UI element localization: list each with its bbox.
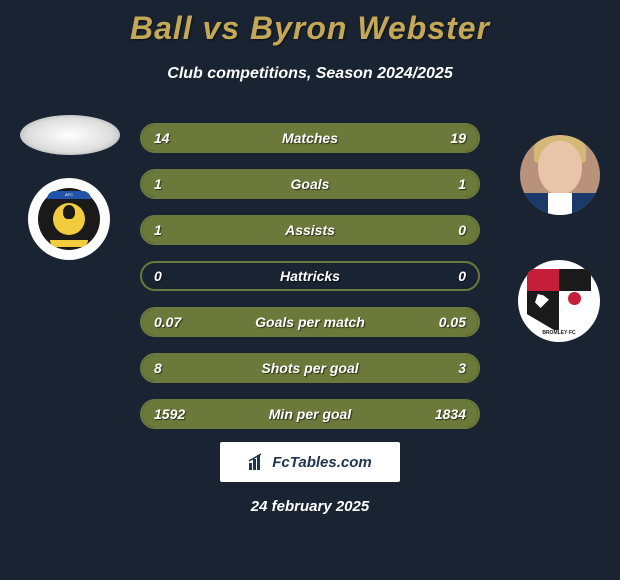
stat-value-left: 1592 [154, 406, 185, 422]
badge-right-text: BROMLEY·FC [540, 330, 577, 336]
footer-brand-text: FcTables.com [272, 454, 371, 471]
stat-row: 0.07 0.05 Goals per match [140, 307, 480, 337]
stat-row: 14 19 Matches [140, 123, 480, 153]
stat-label: Hattricks [280, 268, 340, 284]
stat-label: Min per goal [269, 406, 351, 422]
stat-row: 1592 1834 Min per goal [140, 399, 480, 429]
stat-value-right: 0 [458, 268, 466, 284]
player-photo-left [20, 115, 120, 155]
stat-value-right: 0 [458, 222, 466, 238]
chart-icon [248, 453, 268, 471]
stat-value-left: 1 [154, 176, 162, 192]
stat-label: Assists [285, 222, 335, 238]
stat-row: 0 0 Hattricks [140, 261, 480, 291]
stat-value-right: 0.05 [439, 314, 466, 330]
club-badge-left: AFC [28, 178, 110, 260]
stat-value-left: 1 [154, 222, 162, 238]
stat-value-left: 0.07 [154, 314, 181, 330]
stat-label: Goals [291, 176, 330, 192]
stat-value-left: 0 [154, 268, 162, 284]
stat-row: 1 1 Goals [140, 169, 480, 199]
stats-table: 14 19 Matches 1 1 Goals 1 0 Assists 0 0 Hattricks 0.… [140, 123, 480, 445]
stat-fill-right [310, 171, 478, 197]
badge-left-top-text: AFC [47, 191, 90, 199]
player-photo-right [520, 135, 600, 215]
stat-value-right: 3 [458, 360, 466, 376]
stat-value-right: 1 [458, 176, 466, 192]
stat-row: 8 3 Shots per goal [140, 353, 480, 383]
page-subtitle: Club competitions, Season 2024/2025 [0, 65, 620, 83]
stat-fill-left [142, 171, 310, 197]
club-badge-right: BROMLEY·FC [518, 260, 600, 342]
stat-value-left: 14 [154, 130, 170, 146]
stat-label: Shots per goal [261, 360, 358, 376]
stat-value-left: 8 [154, 360, 162, 376]
page-title: Ball vs Byron Webster [0, 0, 620, 47]
stat-value-right: 1834 [435, 406, 466, 422]
footer-brand: FcTables.com [220, 442, 400, 482]
stat-label: Matches [282, 130, 338, 146]
stat-row: 1 0 Assists [140, 215, 480, 245]
stat-label: Goals per match [255, 314, 365, 330]
footer-date: 24 february 2025 [251, 498, 369, 515]
stat-value-right: 19 [450, 130, 466, 146]
